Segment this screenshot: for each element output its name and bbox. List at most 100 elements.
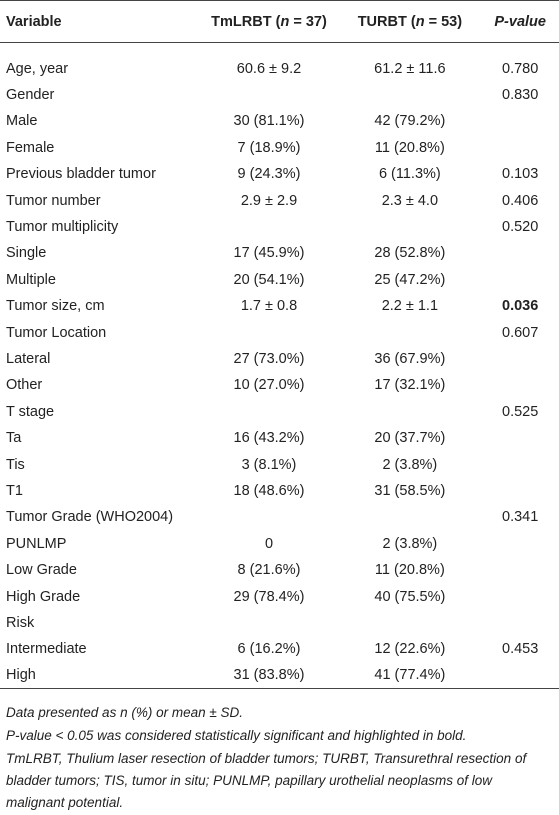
- table-row: Low Grade 8 (21.6%) 11 (20.8%): [0, 557, 559, 583]
- table-cell: 2.3 ± 4.0: [381, 192, 439, 209]
- header-text: P: [494, 13, 505, 30]
- header-text: Variable: [6, 13, 62, 30]
- table-cell: [481, 346, 559, 372]
- table-row: Lateral 27 (73.0%) 36 (67.9%): [0, 346, 559, 372]
- table-cell: 6 (16.2%): [237, 641, 301, 658]
- table-cell: [481, 108, 559, 134]
- table-row: Single 17 (45.9%) 28 (52.8%): [0, 240, 559, 266]
- table-cell: 1.7 ± 0.8: [240, 298, 298, 315]
- header-cell: P-value: [481, 1, 559, 43]
- table-row: Tis 3 (8.1%) 2 (3.8%): [0, 451, 559, 477]
- footnote: P-value < 0.05 was considered statistica…: [6, 728, 467, 743]
- header-text: TURBT (: [357, 13, 416, 30]
- table-cell: [481, 135, 559, 161]
- table-cell: 20 (37.7%): [374, 430, 446, 447]
- table-cell: [481, 610, 559, 636]
- table-cell: 20 (54.1%): [233, 271, 305, 288]
- table-cell: [481, 531, 559, 557]
- table-row: T stage 0.525: [0, 399, 559, 425]
- table-cell: 3 (8.1%): [241, 456, 297, 473]
- table-cell: 41 (77.4%): [374, 667, 446, 684]
- table-cell: 10 (27.0%): [233, 377, 305, 394]
- table-cell: Previous bladder tumor: [6, 166, 156, 183]
- table-cell: 31 (83.8%): [233, 667, 305, 684]
- table-cell: Gender: [6, 87, 55, 104]
- header-text: TmLRBT (: [211, 13, 281, 30]
- table-cell: [200, 82, 339, 108]
- table-cell: Female: [6, 139, 55, 156]
- table-cell: Intermediate: [6, 641, 87, 658]
- table-cell: 0.103: [502, 166, 539, 183]
- table-cell: 31 (58.5%): [374, 482, 446, 499]
- table-cell: 40 (75.5%): [374, 588, 446, 605]
- header-text: n: [415, 13, 425, 30]
- table-cell: 0.036: [502, 298, 539, 315]
- footnotes: Data presented as n (%) or mean ± SD. P-v…: [6, 702, 554, 815]
- header-text: = 37): [289, 13, 327, 30]
- table-cell: 6 (11.3%): [378, 166, 441, 183]
- table-cell: High: [6, 667, 36, 684]
- table-cell: 0.607: [502, 324, 539, 341]
- header-text: -value: [504, 13, 546, 30]
- table-cell: 2.2 ± 1.1: [381, 298, 439, 315]
- table-cell: 30 (81.1%): [233, 113, 305, 130]
- table-row: Ta 16 (43.2%) 20 (37.7%): [0, 425, 559, 451]
- table-cell: Single: [6, 245, 47, 262]
- table-cell: Age, year: [6, 60, 69, 77]
- table-row: Risk: [0, 610, 559, 636]
- table-cell: 18 (48.6%): [233, 482, 305, 499]
- table-row: High Grade 29 (78.4%) 40 (75.5%): [0, 583, 559, 609]
- table-row: Male 30 (81.1%) 42 (79.2%): [0, 108, 559, 134]
- table-row: T1 18 (48.6%) 31 (58.5%): [0, 478, 559, 504]
- table-row: Tumor Grade (WHO2004) 0.341: [0, 504, 559, 530]
- spacer: [0, 43, 559, 56]
- table-cell: Tumor number: [6, 192, 101, 209]
- table-cell: 0: [264, 535, 274, 552]
- footnote: TmLRBT, Thulium laser resection of bladd…: [6, 751, 527, 810]
- table-cell: T stage: [6, 403, 55, 420]
- table-row: Previous bladder tumor 9 (24.3%) 6 (11.3%)…: [0, 161, 559, 187]
- table-cell: [481, 451, 559, 477]
- table-cell: 16 (43.2%): [233, 430, 305, 447]
- table-cell: [481, 372, 559, 398]
- table-cell: 0.406: [502, 192, 539, 209]
- table-cell: 0.830: [502, 87, 539, 104]
- table-cell: High Grade: [6, 588, 81, 605]
- table-cell: 61.2 ± 11.6: [374, 60, 446, 77]
- table-cell: Tumor Grade (WHO2004): [6, 509, 174, 526]
- table-cell: Tumor multiplicity: [6, 219, 119, 236]
- footnote: Data presented as n (%) or mean ± SD.: [6, 705, 244, 720]
- table-cell: Tumor size, cm: [6, 298, 105, 315]
- header-cell: Variable: [0, 1, 200, 43]
- spacer-cell: [0, 43, 559, 56]
- header-text: = 53): [424, 13, 463, 30]
- table-cell: 36 (67.9%): [374, 350, 446, 367]
- table-cell: [338, 399, 481, 425]
- table-row: Tumor multiplicity 0.520: [0, 214, 559, 240]
- table-cell: 9 (24.3%): [237, 166, 301, 183]
- table-cell: [338, 610, 481, 636]
- table-cell: [200, 399, 339, 425]
- table-cell: 17 (32.1%): [374, 377, 446, 394]
- table-cell: 11 (20.8%): [374, 139, 445, 156]
- table-row: Tumor number 2.9 ± 2.9 2.3 ± 4.0 0.406: [0, 187, 559, 213]
- table-cell: [481, 557, 559, 583]
- table-cell: [481, 583, 559, 609]
- table-cell: 2 (3.8%): [382, 535, 438, 552]
- table-row: Multiple 20 (54.1%) 25 (47.2%): [0, 267, 559, 293]
- table-cell: [200, 504, 339, 530]
- table-cell: 7 (18.9%): [237, 139, 301, 156]
- table-row: PUNLMP 0 2 (3.8%): [0, 531, 559, 557]
- table-cell: [338, 504, 481, 530]
- table-row: Intermediate 6 (16.2%) 12 (22.6%) 0.453: [0, 636, 559, 662]
- table-cell: 2 (3.8%): [382, 456, 438, 473]
- header-cell: TmLRBT (n = 37): [200, 1, 339, 43]
- header-text: n: [280, 13, 290, 30]
- header-cell: TURBT (n = 53): [338, 1, 481, 43]
- table: Variable TmLRBT (n = 37) TURBT (n = 53) P-v…: [0, 0, 559, 689]
- table-cell: 8 (21.6%): [237, 562, 301, 579]
- table-cell: 0.520: [502, 219, 539, 236]
- table-cell: [200, 319, 339, 345]
- table-cell: 29 (78.4%): [233, 588, 305, 605]
- table-cell: [338, 82, 481, 108]
